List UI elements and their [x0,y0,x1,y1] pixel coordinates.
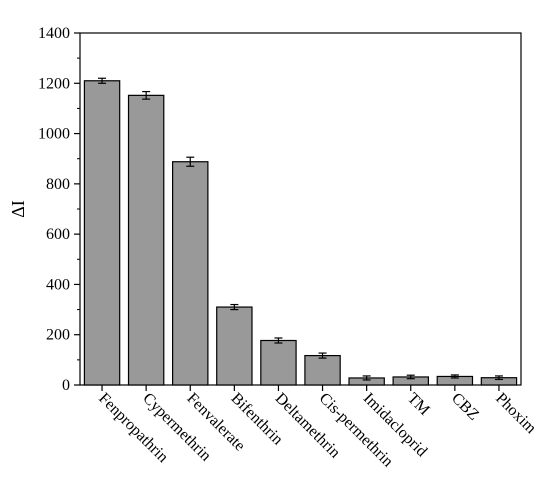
x-tick-label: TM [404,390,433,419]
y-tick-label: 1200 [38,75,70,92]
y-tick-label: 200 [46,327,70,344]
y-axis-title: ΔI [8,200,28,218]
bar [83,80,121,386]
y-tick-label: 0 [62,377,70,394]
y-tick-label: 1400 [38,25,70,42]
bar [127,94,165,386]
x-tick-label: CBZ [448,390,482,424]
x-axis-tick-labels: FenpropathrinCypermethrinFenvalerateBife… [95,385,540,470]
y-tick-label: 1000 [38,126,70,143]
y-axis-ticks: 0 200 400 600 800 1000 1200 1400 [38,25,80,394]
y-tick-label: 600 [46,226,70,243]
y-tick-label: 800 [46,176,70,193]
bar [172,161,209,386]
bar [216,306,253,386]
y-tick-label: 400 [46,276,70,293]
bar [260,339,297,386]
bar [304,354,341,386]
bars [83,77,518,386]
x-tick-label: Phoxim [492,390,540,438]
